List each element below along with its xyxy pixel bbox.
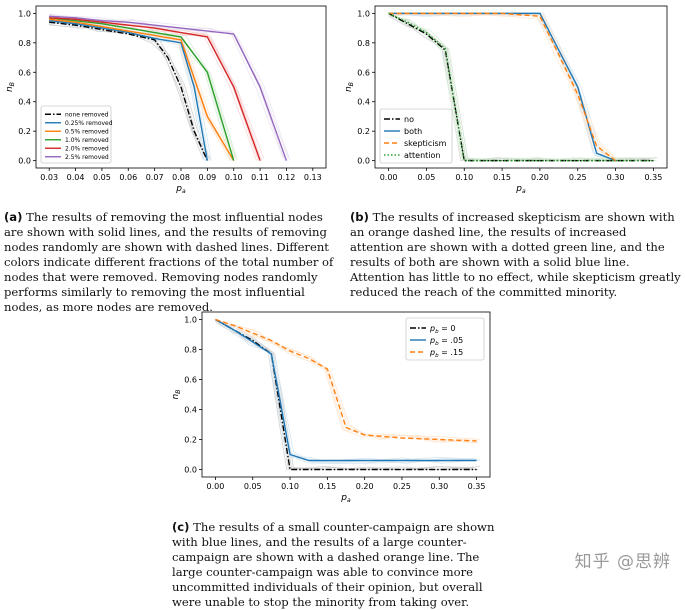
chart-b-ytick-label: 0.4	[357, 98, 370, 107]
chart-c-panel: 0.00 0.05 0.10 0.15 0.20 0.25 0.30 0.35 0.0 0.2 0.…	[168, 302, 508, 517]
watermark: 知乎 @思辨	[574, 552, 671, 572]
chart-c-legend-label: pb = .15	[429, 348, 463, 359]
chart-b-legend-label: attention	[404, 151, 441, 160]
chart-a-xtick-label: 0.05	[93, 173, 111, 182]
chart-c-xlabel: pa	[340, 493, 351, 504]
chart-a-ytick-label: 0.4	[18, 98, 31, 107]
caption-a-text: The results of removing the most influen…	[4, 210, 334, 314]
chart-c-ytick-label: 0.4	[184, 406, 197, 415]
chart-a-xtick-label: 0.03	[40, 173, 58, 182]
chart-a: 0.03 0.04 0.05 0.06 0.07 0.08 0.09 0.10 0.11 0.12…	[5, 5, 327, 195]
chart-a-xtick-label: 0.10	[225, 173, 243, 182]
chart-b-xtick-label: 0.05	[418, 173, 436, 182]
chart-b-ytick-label: 1.0	[357, 9, 370, 18]
chart-a-legend-label: 0.25% removed	[65, 120, 113, 127]
chart-b-panel: 0.00 0.05 0.10 0.15 0.20 0.25 0.30 0.35 0.0 0.2 0.…	[344, 0, 685, 200]
chart-a-xtick-label: 0.08	[172, 173, 190, 182]
chart-c-xtick-label: 0.10	[281, 482, 299, 491]
chart-c-frame	[201, 311, 491, 478]
chart-a-xtick-label: 0.09	[198, 173, 216, 182]
caption-c-label: (c)	[172, 520, 190, 534]
chart-a-legend-label: 2.0% removed	[65, 145, 109, 152]
chart-a-series-line-4	[49, 17, 261, 161]
chart-a-ytick-label: 1.0	[18, 9, 31, 18]
caption-c: (c) The results of a small counter-campa…	[172, 520, 512, 610]
chart-a-ytick-label: 0.6	[18, 68, 31, 77]
chart-a-legend-label: 2.5% removed	[65, 154, 109, 161]
chart-a-legend-label: 1.0% removed	[65, 137, 109, 144]
chart-a-xtick-label: 0.06	[119, 173, 137, 182]
chart-b-legend-label: skepticism	[404, 139, 447, 148]
chart-c: 0.00 0.05 0.10 0.15 0.20 0.25 0.30 0.35 0.0 0.2 0.…	[171, 311, 491, 504]
chart-a-panel: 0.03 0.04 0.05 0.06 0.07 0.08 0.09 0.10 0.11 0.12…	[0, 0, 345, 200]
chart-c-series-line-1	[215, 318, 477, 462]
chart-b-xtick-label: 0.00	[380, 173, 398, 182]
chart-b-xtick-label: 0.25	[569, 173, 587, 182]
chart-a-ylabel: nB	[5, 82, 16, 92]
chart-c-xtick-label: 0.15	[318, 482, 336, 491]
chart-b-ytick-label: 0.0	[357, 157, 370, 166]
caption-b: (b) The results of increased skepticism …	[350, 210, 682, 300]
chart-b-xtick-label: 0.30	[607, 173, 625, 182]
chart-c-series-line-2	[215, 318, 477, 442]
chart-b-ytick-label: 0.8	[357, 39, 370, 48]
chart-a-xtick-label: 0.13	[304, 173, 322, 182]
chart-a-series-line-0	[49, 21, 209, 161]
chart-c-ylabel: nB	[171, 389, 182, 399]
chart-a-series-line-5	[49, 15, 288, 161]
chart-a-xlabel: pa	[175, 184, 186, 195]
chart-a-xtick-label: 0.04	[67, 173, 85, 182]
chart-c-xtick-label: 0.25	[393, 482, 411, 491]
chart-b-frame	[374, 5, 668, 169]
chart-a-legend-label: 0.5% removed	[65, 128, 109, 135]
chart-b-series-line-2	[388, 12, 616, 162]
caption-a-label: (a)	[4, 210, 23, 224]
caption-b-text: The results of increased skepticism are …	[350, 210, 681, 299]
chart-a-ytick-label: 0.8	[18, 39, 31, 48]
chart-b-ytick-label: 0.2	[357, 127, 370, 136]
chart-a-xtick-label: 0.12	[278, 173, 296, 182]
chart-a-series-line-2	[49, 18, 235, 161]
chart-c-ytick-label: 0.6	[184, 376, 197, 385]
chart-a-ytick-label: 0.0	[18, 157, 31, 166]
chart-b-xtick-label: 0.10	[455, 173, 473, 182]
chart-a-ytick-label: 0.2	[18, 127, 31, 136]
chart-c-xtick-label: 0.05	[244, 482, 262, 491]
chart-b-xtick-label: 0.20	[531, 173, 549, 182]
chart-a-legend-label: none removed	[65, 111, 109, 118]
chart-b-xtick-label: 0.15	[493, 173, 511, 182]
chart-b-xtick-label: 0.35	[644, 173, 662, 182]
chart-a-series-line-3	[49, 17, 235, 161]
chart-b-series-line-3	[388, 12, 654, 162]
chart-c-ytick-label: 0.8	[184, 346, 197, 355]
chart-c-ytick-label: 0.0	[184, 466, 197, 475]
chart-b-legend: no both skepticism attention	[379, 108, 453, 164]
chart-b-legend-label: both	[404, 127, 422, 136]
chart-c-legend-label: pb = 0	[429, 324, 456, 335]
chart-c-ytick-label: 1.0	[184, 316, 197, 325]
chart-c-ytick-label: 0.2	[184, 436, 197, 445]
chart-b-xlabel: pa	[515, 184, 526, 195]
chart-a-xtick-label: 0.07	[146, 173, 164, 182]
chart-b: 0.00 0.05 0.10 0.15 0.20 0.25 0.30 0.35 0.0 0.2 0.…	[344, 5, 668, 195]
chart-a-xtick-label: 0.11	[251, 173, 269, 182]
chart-c-xtick-label: 0.00	[207, 482, 225, 491]
chart-b-ytick-label: 0.6	[357, 68, 370, 77]
chart-c-xtick-label: 0.30	[430, 482, 448, 491]
chart-c-xtick-label: 0.20	[356, 482, 374, 491]
chart-a-series-line-1	[49, 20, 209, 161]
caption-c-text: The results of a small counter-campaign …	[172, 520, 495, 609]
chart-c-legend-label: pb = .05	[429, 336, 463, 347]
caption-a: (a) The results of removing the most inf…	[4, 210, 334, 315]
chart-b-ylabel: nB	[345, 82, 355, 92]
chart-b-legend-label: no	[404, 115, 414, 124]
caption-b-label: (b)	[350, 210, 369, 224]
chart-c-xtick-label: 0.35	[468, 482, 486, 491]
